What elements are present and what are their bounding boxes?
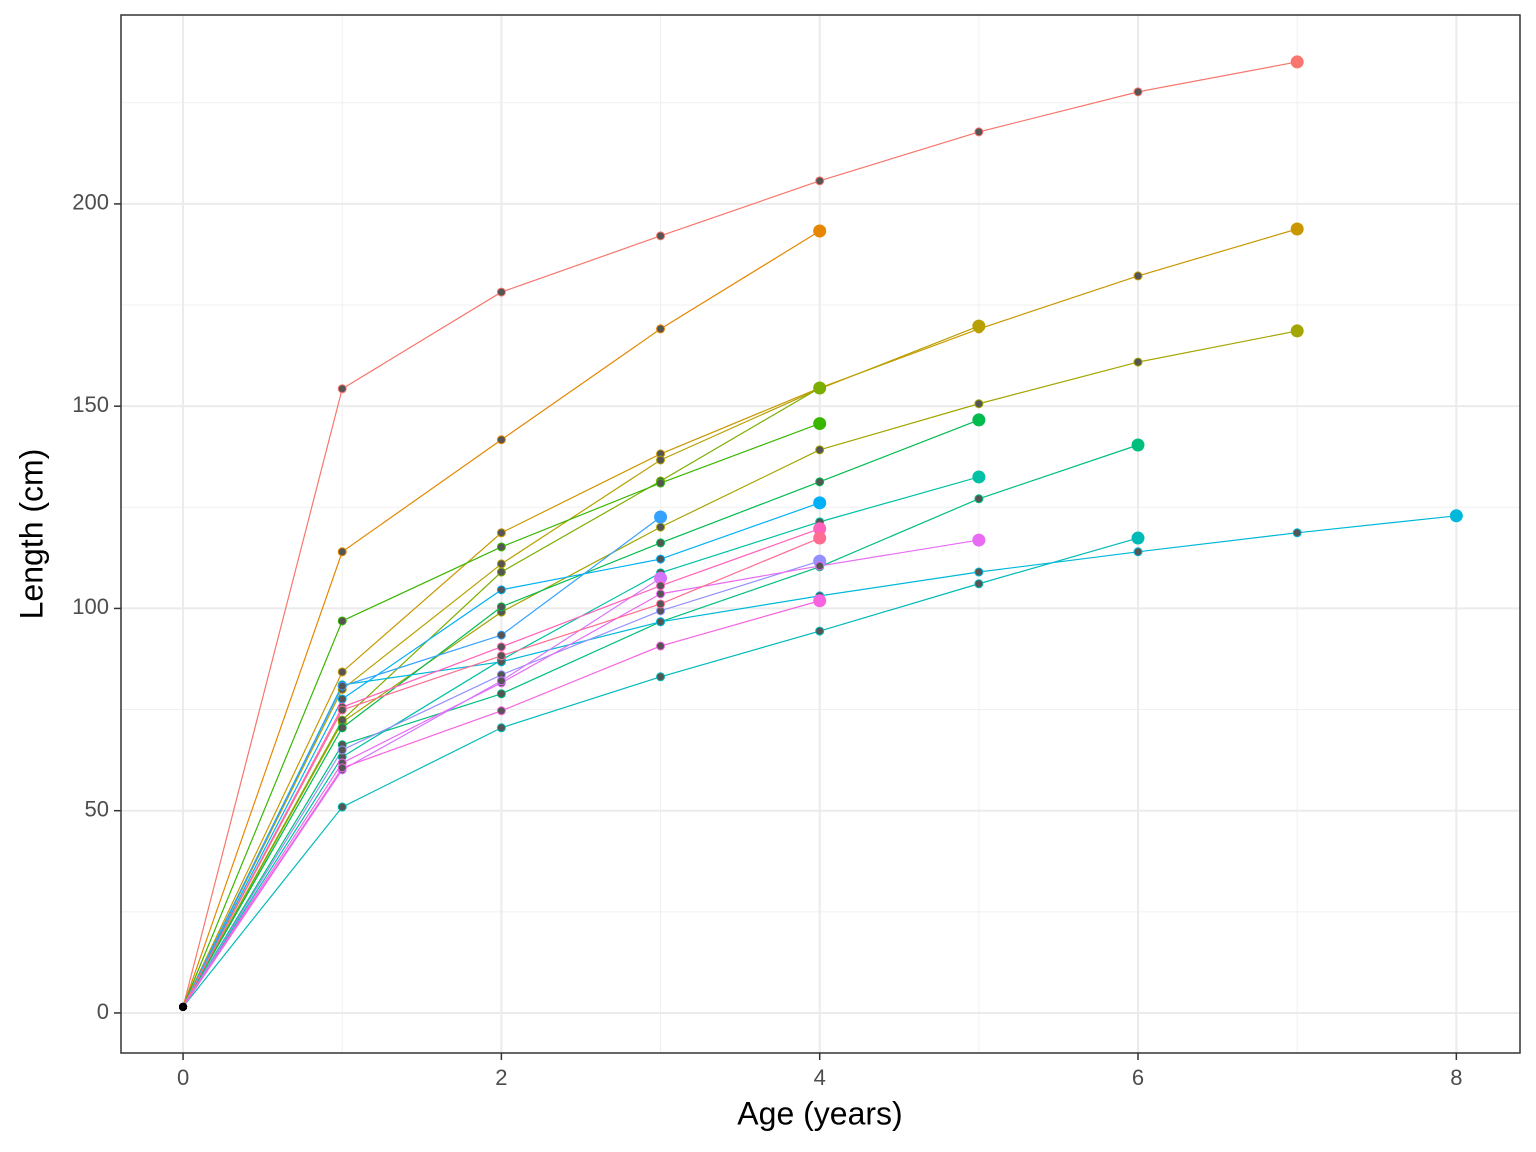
point <box>496 528 506 538</box>
point <box>974 127 984 137</box>
point <box>337 705 347 715</box>
point <box>656 617 666 627</box>
series-line <box>182 228 1298 1008</box>
end-point <box>972 319 986 333</box>
point <box>1292 528 1302 538</box>
x-tick-label: 8 <box>1450 1065 1462 1090</box>
end-point <box>813 594 827 608</box>
y-tick-label: 50 <box>85 797 109 822</box>
end-point <box>1290 55 1304 69</box>
series-line <box>182 539 979 1008</box>
end-point <box>972 413 986 427</box>
end-point <box>1131 438 1145 452</box>
point <box>1133 87 1143 97</box>
point <box>1133 271 1143 281</box>
point <box>656 455 666 465</box>
point <box>656 581 666 591</box>
point <box>496 630 506 640</box>
point <box>496 567 506 577</box>
point <box>337 547 347 557</box>
point <box>496 602 506 612</box>
point <box>656 478 666 488</box>
point <box>974 579 984 589</box>
end-point <box>813 224 827 238</box>
point <box>496 723 506 733</box>
point <box>656 324 666 334</box>
end-point <box>972 533 986 547</box>
y-axis-title: Length (cm) <box>13 449 49 620</box>
end-point <box>813 522 827 536</box>
x-tick-label: 0 <box>177 1065 189 1090</box>
y-tick-label: 100 <box>72 594 109 619</box>
point <box>496 651 506 661</box>
point <box>337 694 347 704</box>
point <box>815 477 825 487</box>
point <box>656 599 666 609</box>
point <box>1133 547 1143 557</box>
end-point <box>654 571 668 585</box>
point <box>337 763 347 773</box>
point <box>815 176 825 186</box>
end-point <box>813 531 827 545</box>
y-tick-label: 200 <box>72 190 109 215</box>
point <box>337 681 347 691</box>
point <box>337 802 347 812</box>
point <box>656 538 666 548</box>
point <box>815 445 825 455</box>
point <box>496 676 506 686</box>
series-line <box>182 330 1298 1008</box>
end-point <box>813 417 827 431</box>
point <box>337 745 347 755</box>
point <box>656 589 666 599</box>
point <box>337 384 347 394</box>
end-point <box>813 496 827 510</box>
end-point <box>813 381 827 395</box>
point <box>496 585 506 595</box>
point <box>656 641 666 651</box>
end-point <box>1290 324 1304 338</box>
point <box>974 567 984 577</box>
point <box>337 616 347 626</box>
point <box>179 1002 188 1011</box>
point <box>337 715 347 725</box>
point <box>1133 357 1143 367</box>
point <box>496 287 506 297</box>
x-tick-label: 4 <box>814 1065 826 1090</box>
point <box>496 435 506 445</box>
x-tick-label: 6 <box>1132 1065 1144 1090</box>
end-point <box>1449 509 1463 523</box>
end-point <box>1290 222 1304 236</box>
point <box>815 561 825 571</box>
y-tick-label: 150 <box>72 392 109 417</box>
point <box>656 231 666 241</box>
point <box>656 554 666 564</box>
point <box>974 494 984 504</box>
end-point <box>1131 531 1145 545</box>
series-line <box>182 325 980 1008</box>
x-tick-label: 2 <box>495 1065 507 1090</box>
point <box>974 399 984 409</box>
point <box>656 522 666 532</box>
series-line <box>182 61 1298 1008</box>
point <box>337 667 347 677</box>
point <box>496 642 506 652</box>
end-point <box>654 510 668 524</box>
y-tick-label: 0 <box>97 999 109 1024</box>
point <box>496 706 506 716</box>
point <box>496 689 506 699</box>
point <box>337 723 347 733</box>
plot-border <box>120 14 1521 1054</box>
point <box>496 542 506 552</box>
point <box>656 672 666 682</box>
point <box>815 626 825 636</box>
x-axis-title: Age (years) <box>737 1095 902 1131</box>
end-point <box>972 470 986 484</box>
point <box>496 559 506 569</box>
series-line <box>182 516 661 1008</box>
